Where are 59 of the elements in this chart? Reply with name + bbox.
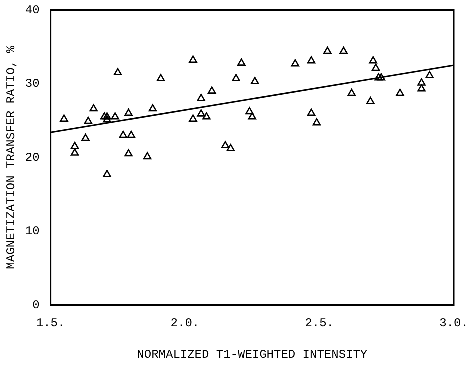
point: [426, 71, 434, 78]
point: [114, 68, 122, 76]
point: [189, 114, 198, 122]
y-tick-label: 30: [25, 77, 40, 92]
point: [348, 88, 356, 96]
point: [377, 73, 386, 81]
point: [143, 152, 152, 160]
point: [396, 88, 404, 96]
x-tick-label: 1.5.: [36, 316, 66, 331]
point: [103, 170, 112, 178]
point: [307, 56, 316, 64]
y-tick-label: 20: [25, 150, 40, 165]
point: [100, 112, 109, 120]
point: [70, 148, 80, 156]
point: [197, 94, 206, 102]
x-tick-label: 2.0.: [170, 316, 200, 331]
point: [82, 134, 90, 142]
point: [127, 130, 136, 138]
point: [324, 46, 332, 54]
point: [197, 110, 206, 117]
point: [372, 64, 380, 72]
point: [148, 104, 158, 112]
point: [226, 144, 236, 152]
y-tick-label: 40: [25, 3, 40, 18]
point: [374, 73, 383, 81]
point: [103, 115, 112, 123]
point: [70, 142, 80, 150]
point: [312, 118, 322, 126]
point: [307, 108, 316, 116]
point: [418, 84, 426, 92]
point: [111, 112, 120, 120]
x-tick-label: 3.0.: [440, 316, 468, 331]
point: [291, 59, 300, 67]
point: [90, 104, 98, 112]
point: [366, 97, 375, 104]
point: [189, 56, 198, 63]
point: [84, 116, 93, 124]
y-tick-label: 0: [32, 298, 40, 312]
point: [250, 77, 260, 84]
x-tick-label: 2.5.: [305, 316, 334, 331]
point: [208, 86, 216, 94]
point: [246, 107, 254, 115]
point: [119, 130, 128, 138]
point: [124, 149, 133, 157]
point: [60, 114, 68, 122]
point: [248, 112, 257, 120]
point: [340, 46, 348, 54]
y-axis-title: MAGNETIZATION TRANSFER RATIO, %: [4, 45, 18, 270]
point: [202, 112, 211, 120]
point: [103, 112, 112, 120]
y-tick-label: 10: [25, 224, 40, 239]
x-axis-title: NORMALIZED T1-WEIGHTED INTENSITY: [137, 348, 368, 362]
point: [238, 58, 246, 66]
point: [369, 56, 378, 64]
point: [124, 108, 133, 116]
point: [418, 78, 426, 86]
point: [156, 74, 166, 82]
point: [221, 141, 230, 149]
point: [232, 74, 240, 82]
